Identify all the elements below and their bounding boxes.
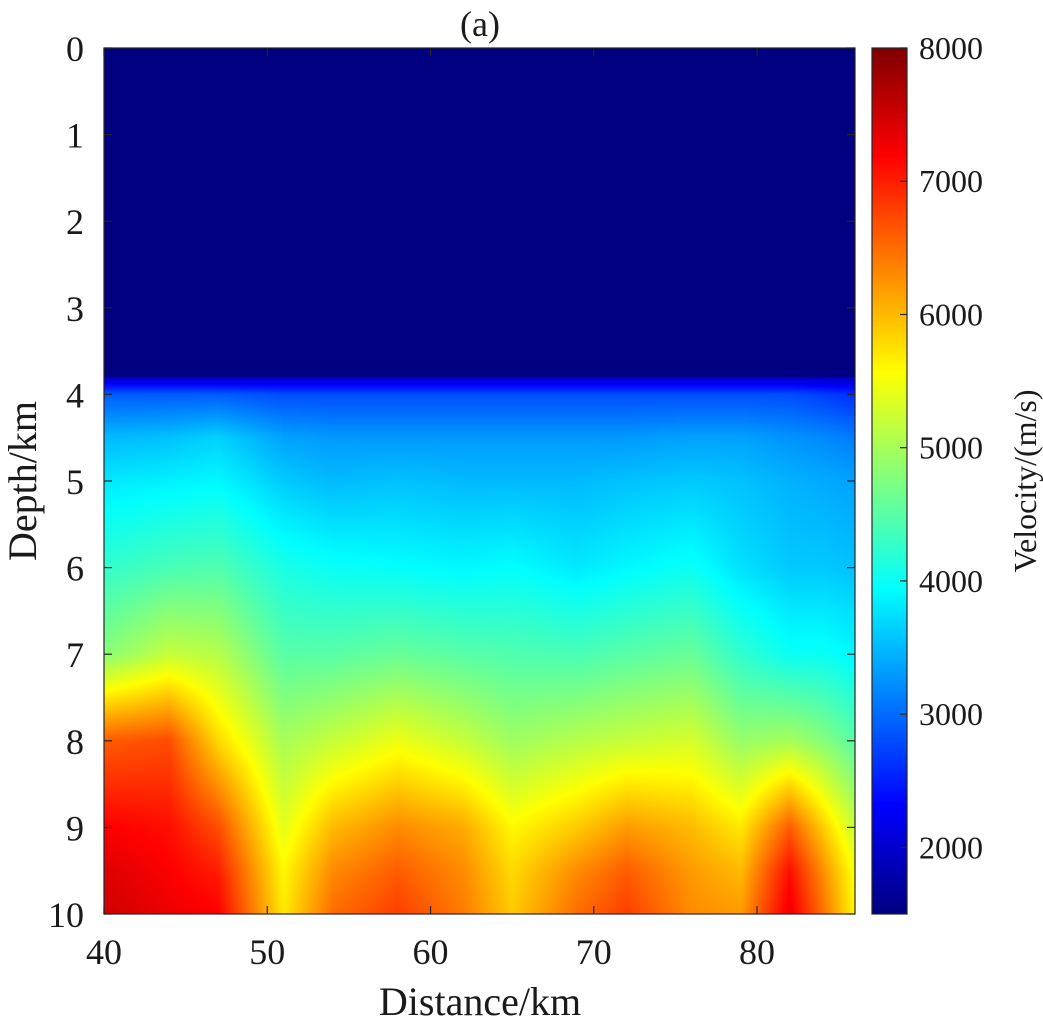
x-tick-label: 70 [576,932,612,972]
colorbar-tick-label: 2000 [919,829,983,865]
velocity-heatmap [104,48,855,914]
y-tick-label: 6 [66,549,84,589]
x-tick-label: 40 [86,932,122,972]
y-tick-label: 2 [66,202,84,242]
y-tick-label: 8 [66,722,84,762]
colorbar: 2000 3000 4000 5000 6000 7000 8000 Velocity/(m… [871,30,1043,915]
x-axis-label: Distance/km [379,979,581,1023]
colorbar-tick-label: 5000 [919,430,983,466]
x-tick-label: 50 [249,932,285,972]
colorbar-ticks: 2000 3000 4000 5000 6000 7000 8000 [900,30,983,865]
colorbar-tick-label: 4000 [919,563,983,599]
y-axis-ticks: 0 1 2 3 4 5 6 7 8 9 10 [48,29,855,935]
y-tick-label: 0 [66,29,84,69]
y-tick-label: 7 [66,635,84,675]
y-tick-label: 5 [66,462,84,502]
x-axis-ticks: 40 50 60 70 80 [86,48,775,972]
y-tick-label: 4 [66,375,84,415]
y-tick-label: 10 [48,895,84,935]
x-tick-label: 60 [413,932,449,972]
colorbar-tick-label: 6000 [919,296,983,332]
colorbar-frame [871,47,908,915]
chart-title: (a) [460,4,500,44]
colorbar-tick-label: 8000 [919,30,983,66]
y-tick-label: 9 [66,808,84,848]
y-axis-label: Depth/km [0,401,45,561]
colorbar-tick-label: 7000 [919,163,983,199]
x-tick-label: 80 [739,932,775,972]
plot-area: 40 50 60 70 80 0 1 2 3 4 5 6 7 8 9 10 [48,29,856,972]
y-tick-label: 3 [66,289,84,329]
colorbar-gradient [872,48,907,914]
y-tick-label: 1 [66,116,84,156]
colorbar-tick-label: 3000 [919,696,983,732]
colorbar-label: Velocity/(m/s) [1007,389,1043,572]
